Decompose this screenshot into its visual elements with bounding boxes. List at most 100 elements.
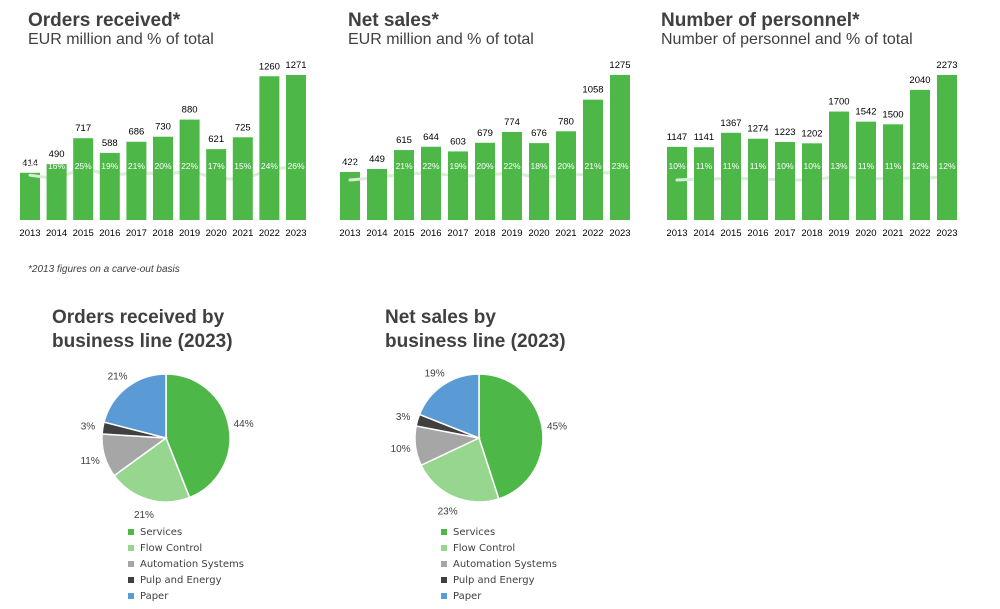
bar-value-label: 2040 [909,75,930,86]
bar-value-label: 725 [235,122,251,133]
bar-value-label: 644 [423,132,439,143]
percent-label: 21% [128,161,145,171]
bar-value-label: 588 [102,138,118,149]
bar-value-label: 2273 [936,60,957,71]
bar [775,141,795,220]
percent-label: 16% [48,161,65,171]
chart-title-number-of-personnel: Number of personnel* [661,10,860,31]
bar [20,172,40,220]
bar-value-label: 1542 [855,107,876,118]
legend-label: Flow Control [453,542,516,554]
percent-label: 26% [287,161,304,171]
x-tick-label: 2022 [259,228,280,239]
x-tick-label: 2018 [474,228,495,239]
bar-value-label: 449 [369,154,385,165]
pie-slice-label: 44% [234,419,254,430]
bar-value-label: 603 [450,136,466,147]
legend-item: Paper [441,588,557,604]
legend-item: Paper [128,588,244,604]
x-tick-label: 2015 [73,228,94,239]
percent-label: 18% [530,161,547,171]
pie-slice [113,436,191,503]
percent-label: 21% [395,161,412,171]
bar-value-label: 1141 [694,132,714,143]
bar [99,152,120,220]
percent-label: 12% [938,161,955,171]
bar [475,142,495,220]
bar-value-label: 730 [155,122,171,133]
pie-slice-label: 10% [391,444,411,455]
x-tick-label: 2017 [447,228,468,239]
bar [583,99,603,220]
pie-slice [165,373,231,499]
percent-label: 11% [885,161,902,171]
bar-value-label: 774 [504,117,520,128]
legend-swatch [128,545,134,551]
pie-slice-label: 21% [134,510,154,518]
legend-label: Automation Systems [140,558,244,570]
legend-label: Services [140,526,183,538]
percent-label: 15% [234,161,251,171]
x-tick-label: 2020 [206,228,227,239]
footnote: *2013 figures on a carve-out basis [28,264,180,275]
bar [259,76,280,220]
pie-slice-label: 11% [80,456,99,467]
percent-label: 22% [181,161,198,171]
percent-label: 22% [422,161,439,171]
chart-subtitle-number-of-personnel: Number of personnel and % of total [661,31,913,48]
bar-value-label: 679 [477,128,493,139]
pie-title-line-1: Net sales by [385,307,496,328]
legend-swatch [441,561,447,567]
x-tick-label: 2019 [501,228,522,239]
x-tick-label: 2017 [774,228,795,239]
legend-swatch [128,561,134,567]
bar [883,124,903,220]
legend-swatch [441,577,447,583]
percent-label: 25% [75,161,92,171]
legend-item: Flow Control [441,540,557,556]
x-tick-label: 2023 [936,228,957,239]
x-tick-label: 2014 [366,228,387,239]
bar [421,146,441,220]
chart-subtitle-net-sales: EUR million and % of total [348,31,534,48]
bar-value-label: 1275 [609,60,630,71]
percent-label: 16% [341,161,358,171]
x-tick-label: 2013 [666,228,687,239]
x-tick-label: 2013 [19,228,40,239]
legend-label: Flow Control [140,542,203,554]
bar-value-label: 780 [558,116,574,127]
legend-label: Paper [453,590,482,602]
x-tick-label: 2013 [339,228,360,239]
bar-value-label: 1271 [285,60,306,71]
bar-value-label: 1367 [720,118,741,129]
pie-slice-label: 19% [425,369,445,380]
bar [448,151,468,220]
bar [937,75,957,220]
bar-value-label: 676 [531,128,547,139]
x-tick-label: 2021 [555,228,576,239]
bar [340,172,360,220]
pie-title-orders-received: Orders received by business line (2023) [52,306,312,354]
percent-label: 11% [750,161,767,171]
bar [179,119,200,220]
bar-value-label: 1700 [828,97,849,108]
bar [206,149,227,220]
legend-label: Pulp and Energy [453,574,535,586]
x-tick-label: 2017 [126,228,147,239]
percent-label: 11% [696,161,713,171]
percent-label: 10% [776,161,793,171]
legend-swatch [441,529,447,535]
pie-slice [478,373,544,500]
x-tick-label: 2020 [855,228,876,239]
bar-value-label: 1500 [882,109,903,120]
x-tick-label: 2020 [528,228,549,239]
bar [126,141,147,220]
pie-chart-orders-received: 44% 21% 11% 3% 21% [80,372,254,518]
percent-label: 17% [208,161,225,171]
chart-title-orders-received: Orders received* [28,10,181,31]
pie-slice-label: 21% [108,372,128,383]
legend-item: Automation Systems [128,556,244,572]
bar-value-label: 1202 [801,128,822,139]
x-tick-label: 2014 [46,228,67,239]
legend-label: Services [453,526,496,538]
